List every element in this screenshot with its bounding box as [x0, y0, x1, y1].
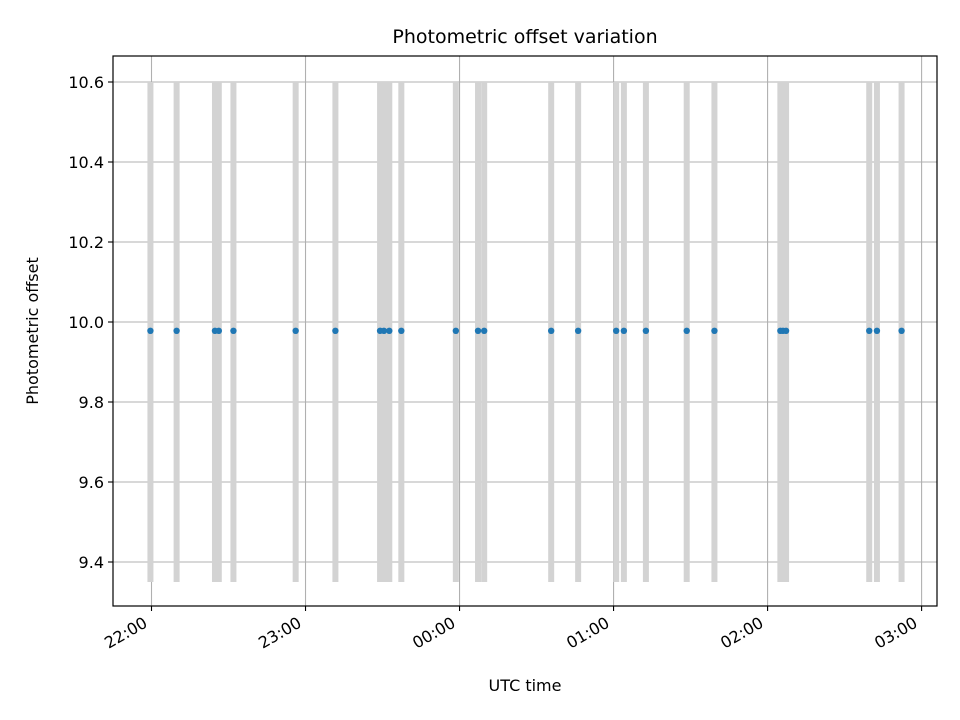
data-point	[866, 327, 873, 334]
y-tick-label: 9.4	[79, 553, 104, 572]
x-axis-label: UTC time	[489, 676, 562, 695]
x-axis-ticks: 22:00 23:00 00:00 01:00 02:00 03:00	[101, 606, 923, 653]
data-points	[147, 327, 905, 334]
data-point	[620, 327, 628, 334]
data-point	[173, 327, 180, 334]
y-axis-ticks: 9.4 9.6 9.8 10.0 10.2 10.4 10.6	[68, 73, 113, 572]
data-point	[332, 327, 339, 334]
data-point	[642, 327, 650, 334]
data-point	[398, 327, 405, 334]
chart-title: Photometric offset variation	[392, 26, 657, 48]
data-point	[782, 327, 790, 334]
data-point	[386, 327, 393, 334]
data-point	[452, 327, 460, 334]
data-point	[380, 327, 388, 334]
data-point	[683, 327, 690, 334]
y-tick-label: 10.0	[68, 313, 104, 332]
data-point	[898, 327, 905, 334]
data-point	[147, 327, 154, 334]
y-axis-label: Photometric offset	[23, 257, 42, 405]
grid	[113, 56, 937, 606]
data-point	[215, 327, 223, 334]
data-point	[480, 327, 488, 334]
data-point	[474, 327, 482, 334]
data-point	[873, 327, 881, 334]
data-point	[711, 327, 718, 334]
data-point	[292, 327, 299, 334]
data-point	[230, 327, 237, 334]
y-tick-label: 10.6	[68, 73, 104, 92]
data-point	[574, 327, 582, 334]
y-tick-label: 10.4	[68, 153, 104, 172]
data-point	[547, 327, 555, 334]
data-point	[612, 327, 620, 334]
plot-frame	[112, 55, 938, 607]
y-tick-label: 9.8	[79, 393, 104, 412]
y-tick-label: 10.2	[68, 233, 104, 252]
y-tick-label: 9.6	[79, 473, 104, 492]
